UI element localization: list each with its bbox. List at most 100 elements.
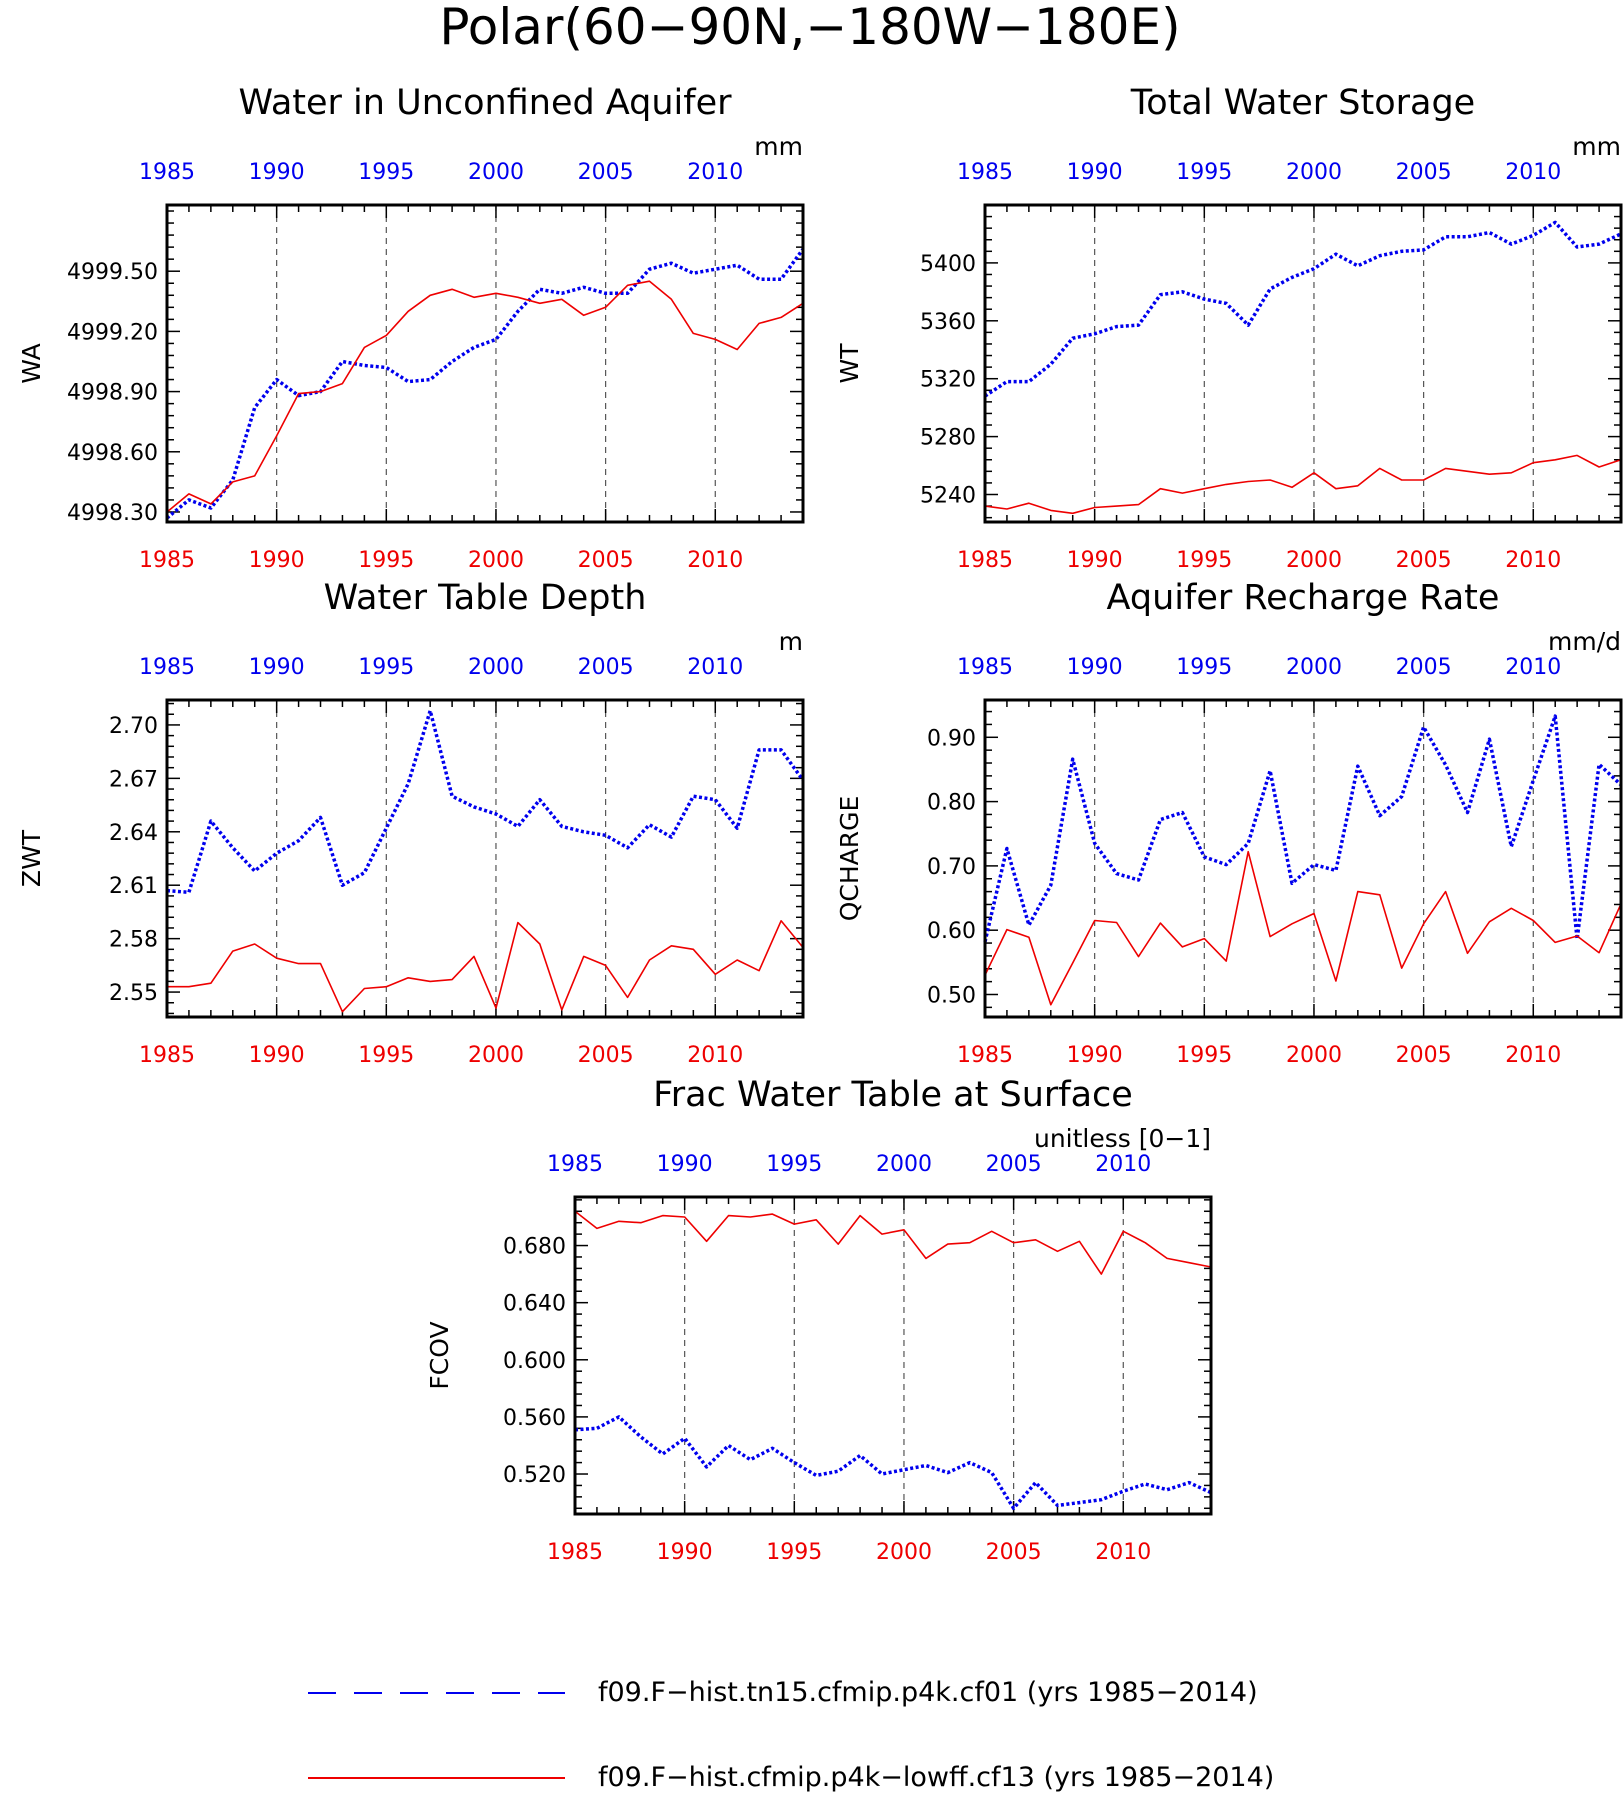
plot-frame (573, 1195, 1213, 1516)
chart-panels: Water in Unconfined Aquifer mm WA 1985 1985 1… (17, 83, 1623, 1565)
x-tick-label-bottom: 2005 (578, 548, 634, 573)
y-tick-labels: 4998.30 4998.60 4998.90 4999.20 4999.50 (67, 260, 158, 526)
x-tick-label-bottom: 1990 (657, 1540, 713, 1565)
panel-title: Water Table Depth (324, 578, 647, 618)
x-tick-label-top: 1985 (139, 655, 195, 680)
y-tick-label: 0.90 (927, 726, 976, 751)
x-tick-label-bottom: 2005 (1396, 548, 1452, 573)
x-tick-label-bottom: 1995 (766, 1540, 822, 1565)
series-lines (166, 708, 805, 1013)
x-tick-label-bottom: 1990 (1067, 548, 1123, 573)
y-tick-label: 0.560 (503, 1406, 566, 1431)
x-tick-label-bottom: 1985 (139, 548, 195, 573)
x-tick-label-bottom: 2000 (1286, 1043, 1342, 1068)
y-tick-label: 5320 (920, 368, 976, 393)
x-tick-label-top: 2005 (986, 1152, 1042, 1177)
axis-ticks (166, 700, 804, 1017)
y-tick-label: 0.680 (503, 1235, 566, 1260)
panel-5: Frac Water Table at Surface unitless [0−1… (425, 1075, 1213, 1565)
y-tick-labels: 0.50 0.60 0.70 0.80 0.90 (927, 726, 976, 1008)
x-tick-label-top: 2005 (578, 160, 634, 185)
units-label: mm (1572, 132, 1621, 161)
x-tick-label-top: 2000 (876, 1152, 932, 1177)
y-tick-label: 5360 (920, 310, 976, 335)
series-line-blue (574, 1415, 1212, 1511)
axis-ticks (984, 204, 1622, 522)
y-tick-labels: 0.520 0.560 0.600 0.640 0.680 (503, 1235, 566, 1488)
y-tick-label: 4999.50 (67, 260, 158, 285)
x-tick-label-top: 2010 (687, 160, 743, 185)
x-tick-label-bottom: 1995 (358, 1043, 414, 1068)
y-tick-label: 2.67 (109, 767, 158, 792)
x-tick-label-bottom: 1995 (358, 548, 414, 573)
series-line-red (166, 280, 804, 513)
x-tick-label-bottom: 1985 (547, 1540, 603, 1565)
legend-entry-2: f09.F−hist.cfmip.p4k−lowff.cf13 (yrs 198… (308, 1762, 1274, 1793)
y-axis-label: WA (17, 343, 46, 383)
axis-ticks (984, 700, 1622, 1017)
panel-title: Aquifer Recharge Rate (1107, 578, 1500, 618)
panel-title: Water in Unconfined Aquifer (238, 83, 732, 123)
x-tick-label-top: 2010 (1505, 655, 1561, 680)
y-tick-label: 0.640 (503, 1292, 566, 1317)
x-tick-label-bottom: 1990 (249, 1043, 305, 1068)
x-tick-label-top: 2010 (1095, 1152, 1151, 1177)
series-line-blue (165, 248, 805, 520)
y-tick-label: 0.600 (503, 1349, 566, 1374)
series-lines (574, 1210, 1212, 1511)
y-axis-label: FCOV (425, 1321, 454, 1389)
x-tick-label-bottom: 1995 (1176, 1043, 1232, 1068)
units-label: mm/d (1548, 627, 1621, 656)
x-tick-label-top: 2000 (468, 655, 524, 680)
y-axis-label: WT (835, 343, 864, 384)
grid-lines (1094, 700, 1534, 1017)
x-tick-labels: 1985 1985 1990 1990 1995 1995 2000 2000 2005 2005… (957, 655, 1561, 1068)
figure-title: Polar(60−90N,−180W−180E) (439, 0, 1180, 56)
legend-label: f09.F−hist.tn15.cfmip.p4k.cf01 (yrs 1985… (598, 1677, 1258, 1708)
units-label: m (779, 627, 803, 656)
x-tick-label-top: 1985 (957, 160, 1013, 185)
x-tick-label-top: 1990 (249, 160, 305, 185)
y-tick-labels: 5240 5280 5320 5360 5400 (920, 252, 976, 509)
x-tick-label-top: 1995 (766, 1152, 822, 1177)
x-tick-label-top: 1995 (358, 160, 414, 185)
x-tick-label-top: 2010 (687, 655, 743, 680)
x-tick-label-top: 1990 (249, 655, 305, 680)
panel-title: Frac Water Table at Surface (653, 1075, 1133, 1115)
x-tick-label-bottom: 2005 (986, 1540, 1042, 1565)
series-line-blue (983, 714, 1623, 943)
grid-lines (276, 700, 716, 1017)
series-line-red (984, 454, 1622, 515)
units-label: unitless [0−1] (1034, 1124, 1211, 1153)
y-tick-label: 4999.20 (67, 320, 158, 345)
y-tick-label: 0.50 (927, 983, 976, 1008)
x-tick-label-bottom: 1990 (1067, 1043, 1123, 1068)
y-tick-label: 2.64 (109, 821, 158, 846)
legend: f09.F−hist.tn15.cfmip.p4k.cf01 (yrs 1985… (308, 1677, 1274, 1793)
x-tick-label-top: 1985 (957, 655, 1013, 680)
series-lines (983, 714, 1623, 1006)
panel-title: Total Water Storage (1130, 83, 1475, 123)
y-tick-label: 2.61 (109, 874, 158, 899)
panel-1: Water in Unconfined AquifermmWA198519851… (17, 83, 805, 573)
y-tick-label: 2.55 (109, 981, 158, 1006)
panel-4: Aquifer Recharge Ratemm/dQCHARGE19851985… (835, 578, 1623, 1068)
y-axis-label: ZWT (17, 829, 46, 887)
x-tick-label-bottom: 1985 (957, 548, 1013, 573)
y-tick-label: 0.520 (503, 1463, 566, 1488)
x-tick-label-top: 1995 (358, 655, 414, 680)
y-axis-label: QCHARGE (835, 796, 864, 922)
y-tick-label: 4998.90 (67, 381, 158, 406)
y-tick-labels: 2.55 2.58 2.61 2.64 2.67 2.70 (109, 714, 158, 1006)
x-tick-label-bottom: 1995 (1176, 548, 1232, 573)
x-tick-label-top: 2005 (1396, 160, 1452, 185)
x-tick-label-bottom: 2000 (1286, 548, 1342, 573)
units-label: mm (754, 132, 803, 161)
x-tick-label-top: 1990 (1067, 160, 1123, 185)
x-tick-label-top: 1995 (1176, 160, 1232, 185)
y-tick-label: 0.70 (927, 855, 976, 880)
x-tick-label-bottom: 2010 (1505, 1043, 1561, 1068)
series-line-red (574, 1210, 1212, 1275)
x-tick-label-top: 2005 (1396, 655, 1452, 680)
x-tick-label-top: 2005 (578, 655, 634, 680)
